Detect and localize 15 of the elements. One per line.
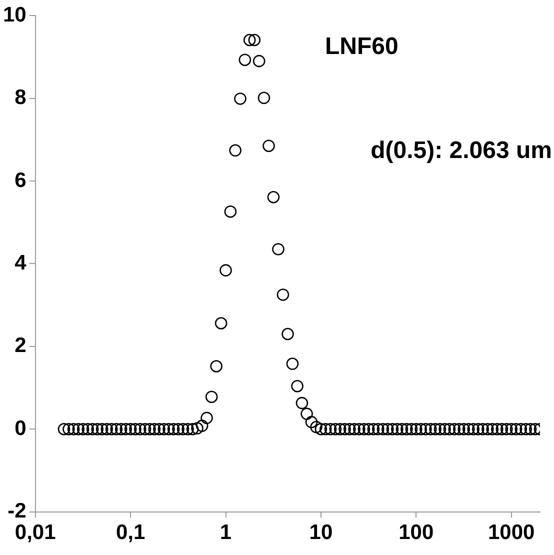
x-tick-label: 0,01 bbox=[14, 521, 56, 544]
y-tick-label: 4 bbox=[14, 251, 27, 274]
x-tick-label: 1 bbox=[220, 521, 232, 544]
annotation: LNF60 bbox=[325, 33, 398, 60]
y-tick-label: 8 bbox=[14, 86, 27, 110]
y-tick-label: -2 bbox=[8, 500, 26, 523]
y-tick-label: 0 bbox=[14, 416, 26, 440]
x-tick-label: 100 bbox=[398, 521, 434, 544]
x-tick-label: 0,1 bbox=[116, 521, 146, 544]
y-tick-label: 10 bbox=[3, 3, 26, 26]
x-tick-label: 1000 bbox=[488, 521, 535, 544]
y-tick-label: 6 bbox=[14, 168, 26, 192]
x-tick-label: 10 bbox=[309, 521, 333, 544]
annotation: d(0.5): 2.063 um bbox=[370, 137, 552, 164]
y-tick-label: 2 bbox=[14, 334, 26, 358]
